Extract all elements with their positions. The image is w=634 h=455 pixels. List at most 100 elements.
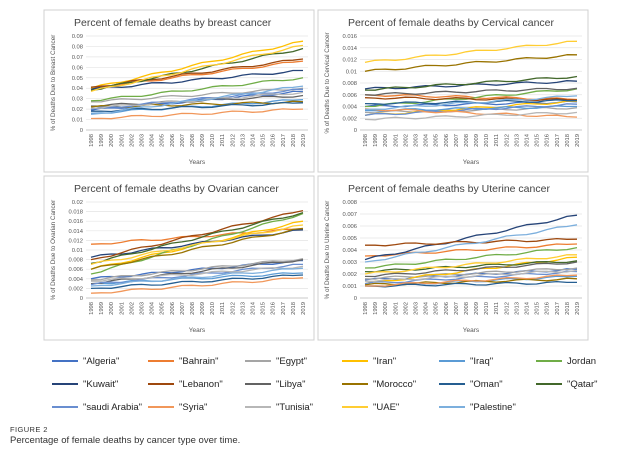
y-tick-label: 0.01 xyxy=(346,69,357,75)
x-tick-label: 2017 xyxy=(555,134,561,147)
legend-swatch xyxy=(245,383,271,385)
legend-label: "Morocco" xyxy=(373,378,417,390)
legend-label: "Tunisia" xyxy=(276,401,314,413)
x-tick-label: 2000 xyxy=(383,302,389,315)
x-tick-label: 2006 xyxy=(444,302,450,315)
y-tick-label: 0.001 xyxy=(342,284,357,290)
y-tick-label: 0.002 xyxy=(342,116,357,122)
x-tick-label: 2006 xyxy=(170,302,176,315)
x-tick-label: 2010 xyxy=(210,134,216,147)
x-tick-label: 2019 xyxy=(301,302,307,315)
cervical-cancer-chart: Percent of female deaths by Cervical can… xyxy=(317,9,589,173)
series-line xyxy=(364,246,578,269)
x-tick-label: 2011 xyxy=(220,134,226,146)
breast-cancer-chart: Percent of female deaths by breast cance… xyxy=(43,9,315,173)
legend-label: Jordan xyxy=(567,355,597,367)
series-line xyxy=(90,58,304,88)
chart-title: Percent of female deaths by Ovarian canc… xyxy=(74,183,279,195)
legend-label: "Oman" xyxy=(470,378,503,390)
y-tick-label: 0.004 xyxy=(342,248,357,254)
legend-item: "Kuwait" xyxy=(52,378,118,390)
x-tick-label: 2001 xyxy=(393,134,399,147)
y-tick-label: 0 xyxy=(80,128,83,134)
x-tick-label: 2007 xyxy=(454,302,460,315)
y-tick-label: 0.008 xyxy=(342,200,357,206)
x-tick-label: 2001 xyxy=(119,134,125,147)
x-tick-label: 2015 xyxy=(261,302,267,315)
legend-label: "Bahrain" xyxy=(179,355,219,367)
legend-swatch xyxy=(148,383,174,385)
series-line xyxy=(90,88,303,110)
series-line xyxy=(364,108,578,118)
legend-item: "UAE" xyxy=(342,401,399,413)
x-tick-label: 1998 xyxy=(89,134,95,147)
legend-item: "Oman" xyxy=(439,378,503,390)
legend-item: "Morocco" xyxy=(342,378,416,390)
legend-label: "Iraq" xyxy=(470,355,494,367)
y-tick-label: 0.002 xyxy=(342,272,357,278)
x-tick-label: 1998 xyxy=(363,302,369,315)
x-tick-label: 1999 xyxy=(373,302,379,315)
x-tick-label: 2010 xyxy=(484,302,490,315)
y-tick-label: 0.006 xyxy=(342,224,357,230)
x-tick-label: 2005 xyxy=(434,134,440,147)
x-tick-label: 2004 xyxy=(150,133,156,147)
chart-title: Percent of female deaths by Uterine canc… xyxy=(348,183,550,195)
y-tick-label: 0.016 xyxy=(68,219,83,225)
x-tick-label: 2014 xyxy=(525,301,531,315)
x-tick-label: 2008 xyxy=(464,134,470,147)
x-tick-label: 2019 xyxy=(575,134,581,147)
y-tick-label: 0.04 xyxy=(72,86,84,92)
series-line xyxy=(364,111,578,121)
x-tick-label: 2014 xyxy=(251,301,257,315)
legend-swatch xyxy=(439,360,465,362)
series-line xyxy=(90,259,303,280)
x-tick-label: 2010 xyxy=(484,134,490,147)
x-tick-label: 2008 xyxy=(190,134,196,147)
x-tick-label: 2000 xyxy=(383,134,389,147)
series-line xyxy=(365,237,578,247)
series-line xyxy=(90,267,304,287)
x-tick-label: 2018 xyxy=(291,302,297,315)
x-tick-label: 1998 xyxy=(89,302,95,315)
y-tick-label: 0.01 xyxy=(72,248,83,254)
legend-swatch xyxy=(148,360,174,362)
figure-caption: Percentage of female deaths by cancer ty… xyxy=(10,435,241,446)
uterine-cancer-chart: Percent of female deaths by Uterine canc… xyxy=(317,175,589,341)
x-tick-label: 2002 xyxy=(403,134,409,147)
y-axis-title: % of Deaths Due to Breast Cancer xyxy=(50,35,57,132)
x-tick-label: 2006 xyxy=(444,134,450,147)
legend-label: "Lebanon" xyxy=(179,378,223,390)
x-tick-label: 2012 xyxy=(504,302,510,315)
legend-swatch xyxy=(342,406,368,408)
y-tick-label: 0.012 xyxy=(342,58,357,64)
series-line xyxy=(90,47,304,91)
x-tick-label: 2013 xyxy=(240,134,246,147)
y-tick-label: 0.012 xyxy=(68,238,83,244)
x-tick-label: 2007 xyxy=(454,134,460,147)
y-tick-label: 0.02 xyxy=(72,107,83,113)
y-tick-label: 0.07 xyxy=(72,55,83,61)
x-tick-label: 2002 xyxy=(129,302,135,315)
x-tick-label: 2001 xyxy=(119,302,125,315)
x-axis-title: Years xyxy=(463,159,480,166)
x-tick-label: 2009 xyxy=(200,302,206,315)
x-axis-title: Years xyxy=(189,159,206,166)
series-line xyxy=(90,211,304,265)
legend-swatch xyxy=(52,360,78,362)
y-tick-label: 0.018 xyxy=(68,210,83,216)
x-tick-label: 2016 xyxy=(271,302,277,315)
series-line xyxy=(90,274,304,290)
x-tick-label: 2019 xyxy=(575,302,581,315)
x-tick-label: 2018 xyxy=(565,134,571,147)
y-tick-label: 0.002 xyxy=(68,286,83,292)
series-line xyxy=(364,96,578,102)
y-tick-label: 0.05 xyxy=(72,76,83,82)
series-line xyxy=(364,103,578,116)
y-tick-label: 0.006 xyxy=(68,267,83,273)
x-tick-label: 2009 xyxy=(474,302,480,315)
x-tick-label: 2015 xyxy=(535,302,541,315)
x-tick-label: 2001 xyxy=(393,302,399,315)
y-tick-label: 0.005 xyxy=(342,236,357,242)
legend-label: "Algeria" xyxy=(83,355,120,367)
